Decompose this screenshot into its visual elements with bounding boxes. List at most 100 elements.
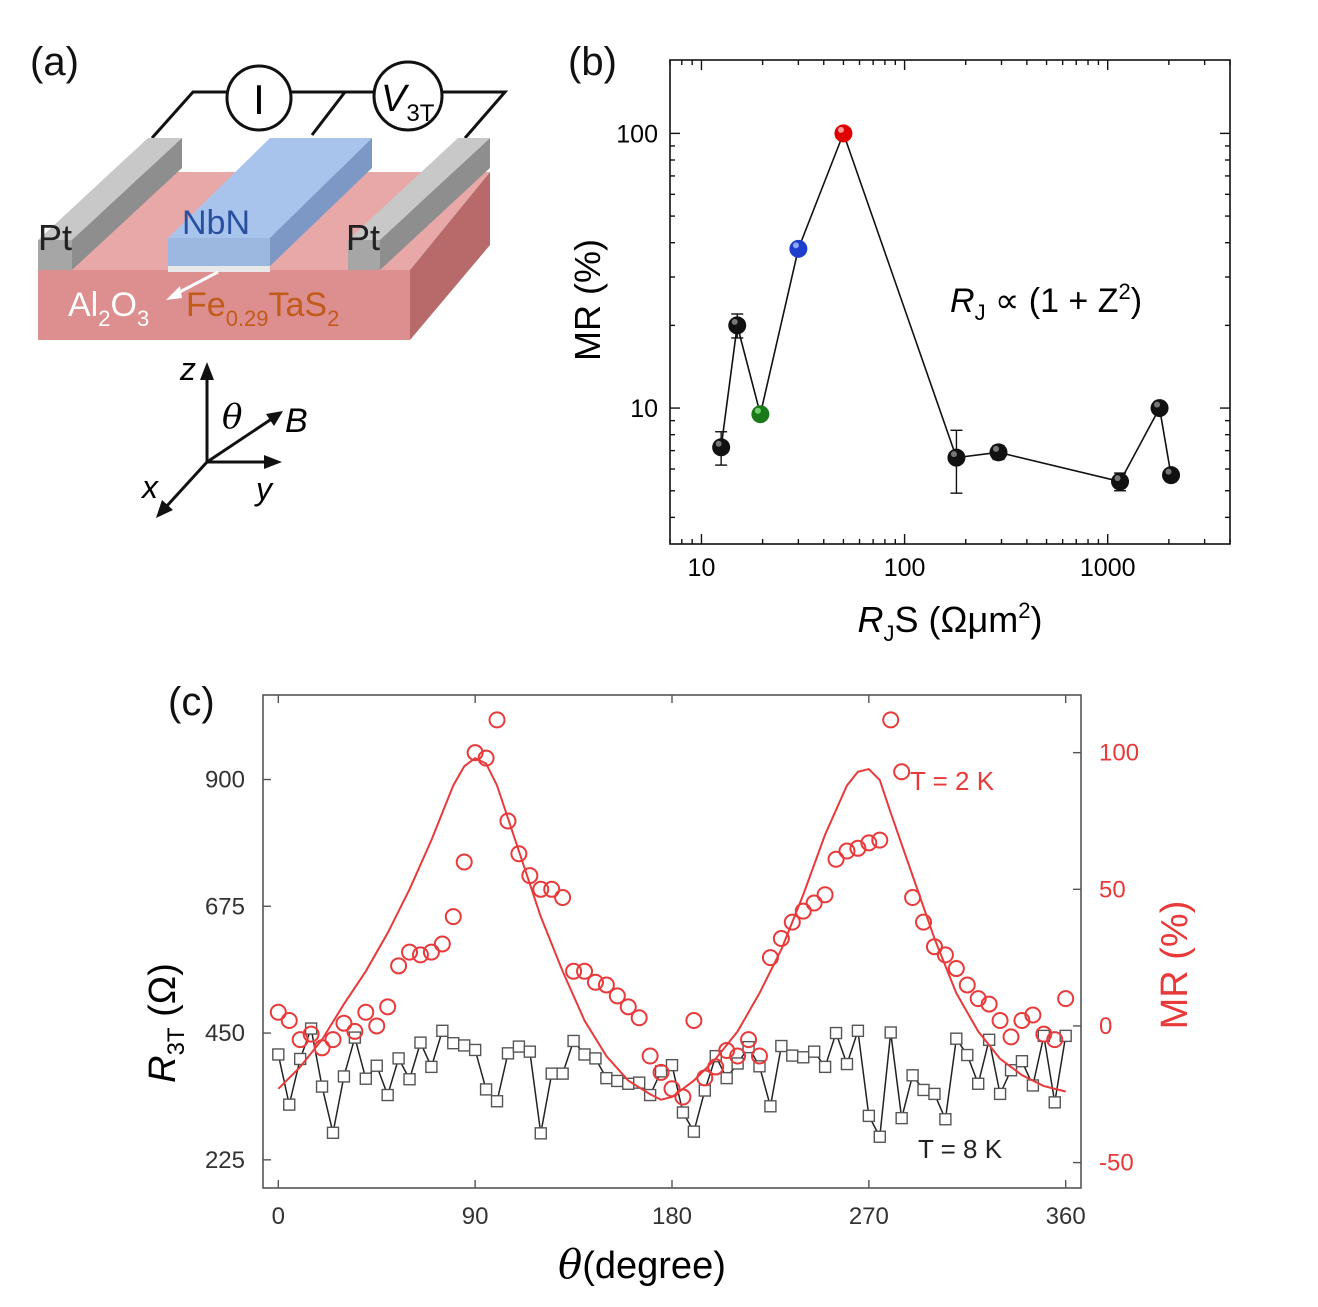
series-2k-point	[313, 1039, 331, 1057]
theta-label: θ	[222, 397, 242, 437]
device-schematic: I V3T Pt Pt NbN Al2O3 Fe0.29TaS2 z y x B…	[38, 60, 509, 518]
y-tick-label-left: 675	[205, 893, 245, 920]
series-8k-point	[786, 1049, 799, 1062]
y-tick-label: 10	[630, 395, 658, 423]
point-highlight	[792, 242, 799, 249]
series-8k-point	[392, 1052, 405, 1065]
series-8k-point	[873, 1130, 886, 1143]
series-2k-point	[499, 812, 517, 830]
series-2k-point	[816, 886, 834, 904]
series-2k-point	[663, 1080, 681, 1098]
series-8k-point	[906, 1069, 919, 1082]
series-8k-point	[895, 1111, 908, 1125]
x-tick-label: 1000	[1080, 554, 1136, 582]
series-8k-point	[490, 1095, 504, 1108]
series-2k-point	[772, 929, 790, 947]
series-8k-point	[501, 1047, 515, 1060]
series-8k-point	[567, 1034, 580, 1048]
series-8k-point	[720, 1071, 733, 1085]
series-8k-point	[578, 1048, 591, 1061]
series-2k-point	[422, 943, 440, 961]
point-highlight	[731, 318, 738, 325]
series-2k-point	[291, 1031, 309, 1049]
series-8k-point	[370, 1059, 383, 1072]
series-2k-fit	[277, 756, 1066, 1101]
data-point-black	[728, 316, 747, 335]
chart-b-ylabel: MR (%)	[567, 239, 608, 361]
series-2k-point	[1035, 1025, 1053, 1043]
chart-b-annotation: RJ ∝ (1 + Z2)	[950, 279, 1142, 325]
pt-electrode-right	[348, 240, 380, 270]
data-point-black	[947, 448, 966, 467]
series-2k-point	[925, 938, 943, 956]
series-8k-point	[917, 1083, 930, 1097]
y-tick-label: 100	[616, 120, 658, 148]
series-2k-point	[488, 711, 506, 729]
chart-b-frame	[669, 59, 1231, 545]
data-point-black	[1150, 399, 1169, 418]
series-8k-point	[1015, 1055, 1029, 1068]
series-2k-point	[718, 1042, 736, 1060]
substrate-side	[410, 172, 490, 340]
chart-c-ylabel-left: R3T (Ω)	[142, 963, 190, 1083]
series-8k-point	[337, 1070, 351, 1083]
data-point-black	[1111, 472, 1130, 491]
series-2k-point	[761, 949, 779, 967]
series-2k-point	[641, 1047, 659, 1065]
series-2k-point	[980, 995, 998, 1013]
series-2k-point	[565, 962, 583, 980]
series-2k-point	[280, 1011, 298, 1029]
x-tick-label: 10	[688, 554, 716, 582]
series-2k-point	[411, 946, 429, 964]
axis-y-label: y	[254, 471, 274, 507]
series-2k-point	[346, 1022, 364, 1040]
y-tick-label-left: 450	[205, 1020, 245, 1047]
series-8k-point	[665, 1058, 679, 1072]
series-2k-point	[619, 998, 637, 1016]
data-point-blue	[789, 239, 808, 258]
series-8k-point	[961, 1048, 974, 1062]
series-8k-point	[381, 1088, 394, 1102]
point-highlight	[754, 407, 761, 414]
series-8k-point	[600, 1071, 613, 1085]
series-2k-point	[740, 1031, 758, 1049]
data-point-black	[712, 438, 731, 457]
legend-black: T = 8 K	[918, 1134, 1003, 1164]
series-2k-point	[368, 1017, 386, 1035]
panel-c-label: (c)	[168, 680, 215, 724]
series-2k-point	[969, 990, 987, 1008]
series-2k-point	[543, 880, 561, 898]
series-8k-point	[283, 1098, 296, 1111]
y-tick-label-right: 100	[1099, 740, 1139, 767]
point-highlight	[993, 445, 1000, 452]
series-2k-point	[379, 998, 397, 1016]
series-2k-point	[652, 1063, 670, 1081]
series-8k-point	[523, 1045, 537, 1058]
series-2k-point	[302, 1025, 320, 1043]
series-8k-point	[414, 1036, 427, 1049]
chart-b: 10 100 1000 10 100 MR (%) RJS (Ωμm2) RJ ∝ (1…	[567, 59, 1231, 646]
series-8k-point	[884, 1026, 897, 1039]
series-2k-point	[477, 749, 495, 767]
x-tick-label: 180	[652, 1203, 692, 1230]
series-8k-point	[840, 1057, 854, 1071]
chart-b-xlabel: RJS (Ωμm2)	[858, 598, 1043, 646]
series-8k-point	[611, 1074, 624, 1088]
point-highlight	[950, 451, 957, 458]
axis-x-label: x	[140, 469, 159, 505]
connecting-line	[720, 131, 1172, 483]
series-8k-point	[862, 1109, 876, 1123]
series-8k-point	[797, 1051, 810, 1064]
series-2k-point	[707, 1058, 725, 1076]
pt-electrode-left	[38, 240, 72, 270]
svg-text:Al2O3: Al2O3	[68, 286, 149, 331]
y-tick-label-right: 0	[1099, 1013, 1112, 1040]
series-8k-point	[972, 1077, 985, 1090]
series-8k-point	[403, 1073, 416, 1086]
series-8k-point	[950, 1032, 963, 1045]
series-2k-point	[586, 973, 604, 991]
series-2k-point	[783, 913, 801, 931]
data-point-black	[1162, 466, 1181, 485]
circuit-wires	[150, 90, 509, 139]
series-2k-point	[532, 880, 550, 898]
